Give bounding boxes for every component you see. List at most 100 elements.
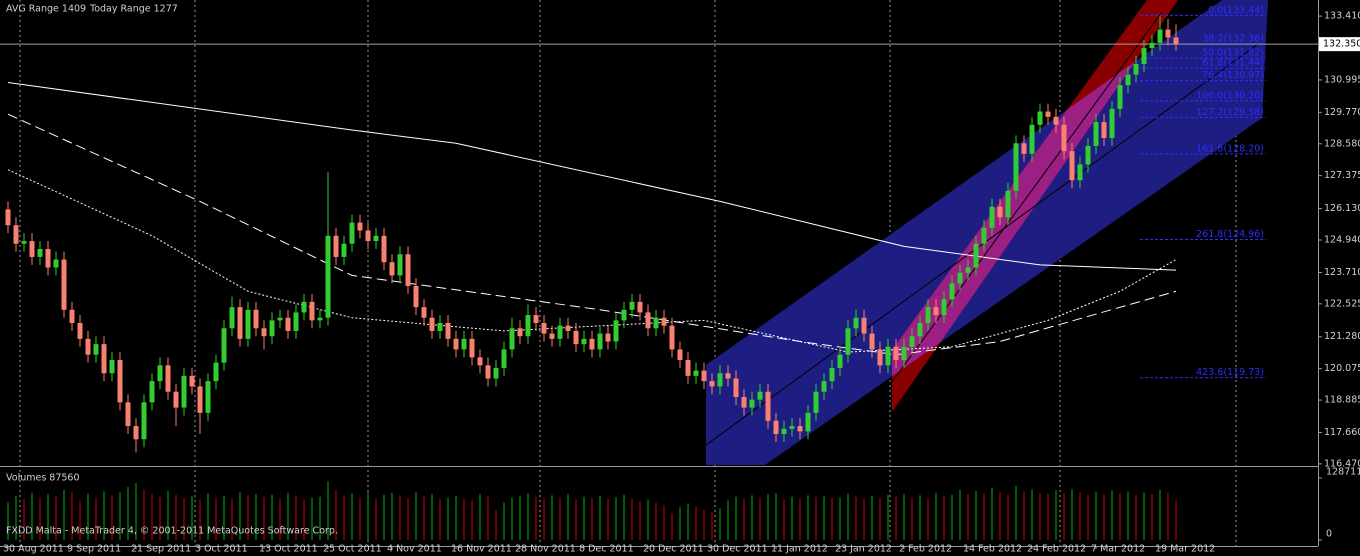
- last-price-box: [1319, 37, 1360, 52]
- fib-label: 423.6(119.73): [1196, 367, 1264, 378]
- x-tick-label: 19 Mar 2012: [1155, 544, 1215, 555]
- y-tick-label: 120.075: [1324, 363, 1360, 374]
- candle-body: [149, 381, 155, 403]
- candle-body: [645, 312, 651, 329]
- volume-tick-label: 128711: [1326, 467, 1360, 478]
- candle-body: [885, 346, 891, 366]
- candle-body: [661, 317, 667, 326]
- candle-body: [229, 307, 235, 329]
- candle-body: [1085, 145, 1091, 165]
- fib-label: 0.0(133.44): [1208, 5, 1264, 16]
- candle-body: [237, 307, 243, 339]
- candle-body: [781, 428, 787, 435]
- x-tick-label: 2 Feb 2012: [899, 544, 952, 555]
- candle-body: [453, 338, 459, 350]
- candle-body: [1037, 111, 1043, 125]
- candle-body: [957, 272, 963, 284]
- candle-body: [1013, 143, 1019, 191]
- candle-body: [349, 222, 355, 244]
- candle-body: [853, 317, 859, 329]
- candle-body: [205, 381, 211, 413]
- candle-body: [965, 267, 971, 273]
- fib-label: 261.8(124.96): [1196, 229, 1264, 240]
- candle-body: [397, 254, 403, 276]
- candle-body: [981, 227, 987, 244]
- candle-body: [605, 333, 611, 342]
- candle-body: [445, 323, 451, 339]
- fib-label: 61.8(131.44): [1202, 58, 1264, 69]
- candle-body: [389, 262, 395, 276]
- candle-body: [549, 333, 555, 339]
- candle-body: [53, 259, 59, 268]
- candle-body: [77, 323, 83, 339]
- candle-body: [757, 391, 763, 400]
- candle-body: [261, 328, 267, 337]
- candle-body: [309, 301, 315, 321]
- candle-body: [621, 309, 627, 321]
- candle-body: [13, 225, 19, 244]
- x-tick-label: 14 Feb 2012: [963, 544, 1022, 555]
- candle-body: [269, 320, 275, 337]
- candle-body: [421, 307, 427, 318]
- candle-body: [365, 230, 371, 242]
- candle-body: [805, 412, 811, 432]
- volume-tick-label: 0: [1326, 529, 1332, 540]
- header-text: AVG Range 1409: [6, 4, 86, 15]
- candle-body: [1005, 190, 1011, 218]
- y-tick-label: 123.710: [1324, 267, 1360, 278]
- candle-body: [629, 301, 635, 310]
- candle-body: [373, 235, 379, 242]
- candle-body: [525, 315, 531, 337]
- candle-body: [749, 399, 755, 408]
- x-tick-label: 24 Feb 2012: [1027, 544, 1086, 555]
- x-tick-label: 7 Mar 2012: [1091, 544, 1145, 555]
- candle-body: [717, 373, 723, 387]
- candle-body: [685, 360, 691, 376]
- candle-body: [597, 333, 603, 350]
- candle-body: [1053, 116, 1059, 125]
- candle-body: [725, 373, 731, 379]
- x-tick-label: 23 Jan 2012: [835, 544, 892, 555]
- candle-body: [29, 241, 35, 257]
- x-tick-label: 4 Nov 2011: [387, 544, 442, 555]
- candle-body: [581, 338, 587, 345]
- candle-body: [869, 333, 875, 350]
- candle-body: [797, 426, 803, 432]
- fib-label: 76.4(130.97): [1202, 70, 1264, 81]
- candle-body: [1149, 42, 1155, 49]
- candle-body: [45, 248, 51, 268]
- fib-label: 100.0(130.20): [1196, 90, 1264, 101]
- y-tick-label: 117.660: [1324, 427, 1360, 438]
- candle-body: [533, 315, 539, 324]
- header-text: Today Range 1277: [89, 4, 178, 15]
- candle-body: [1021, 143, 1027, 154]
- candle-body: [989, 206, 995, 228]
- y-tick-label: 122.525: [1324, 298, 1360, 309]
- candle-body: [197, 386, 203, 413]
- candle-body: [141, 402, 147, 440]
- candle-body: [469, 338, 475, 358]
- candle-body: [613, 320, 619, 342]
- candle-body: [933, 307, 939, 316]
- volume-title: Volumes 87560: [6, 473, 80, 484]
- candle-body: [1157, 29, 1163, 43]
- candle-body: [245, 309, 251, 339]
- candle-body: [213, 362, 219, 382]
- candle-body: [1093, 122, 1099, 146]
- y-tick-label: 130.995: [1324, 74, 1360, 85]
- candle-body: [333, 235, 339, 257]
- candle-body: [1117, 85, 1123, 109]
- x-tick-label: 25 Oct 2011: [323, 544, 382, 555]
- candle-body: [589, 338, 595, 350]
- candle-body: [789, 426, 795, 429]
- candle-body: [61, 259, 67, 310]
- candle-body: [221, 328, 227, 363]
- candle-body: [253, 309, 259, 329]
- x-tick-label: 8 Dec 2011: [579, 544, 634, 555]
- candle-body: [1125, 74, 1131, 86]
- candle-body: [1109, 108, 1115, 138]
- candle-body: [1069, 151, 1075, 181]
- candle-body: [741, 397, 747, 408]
